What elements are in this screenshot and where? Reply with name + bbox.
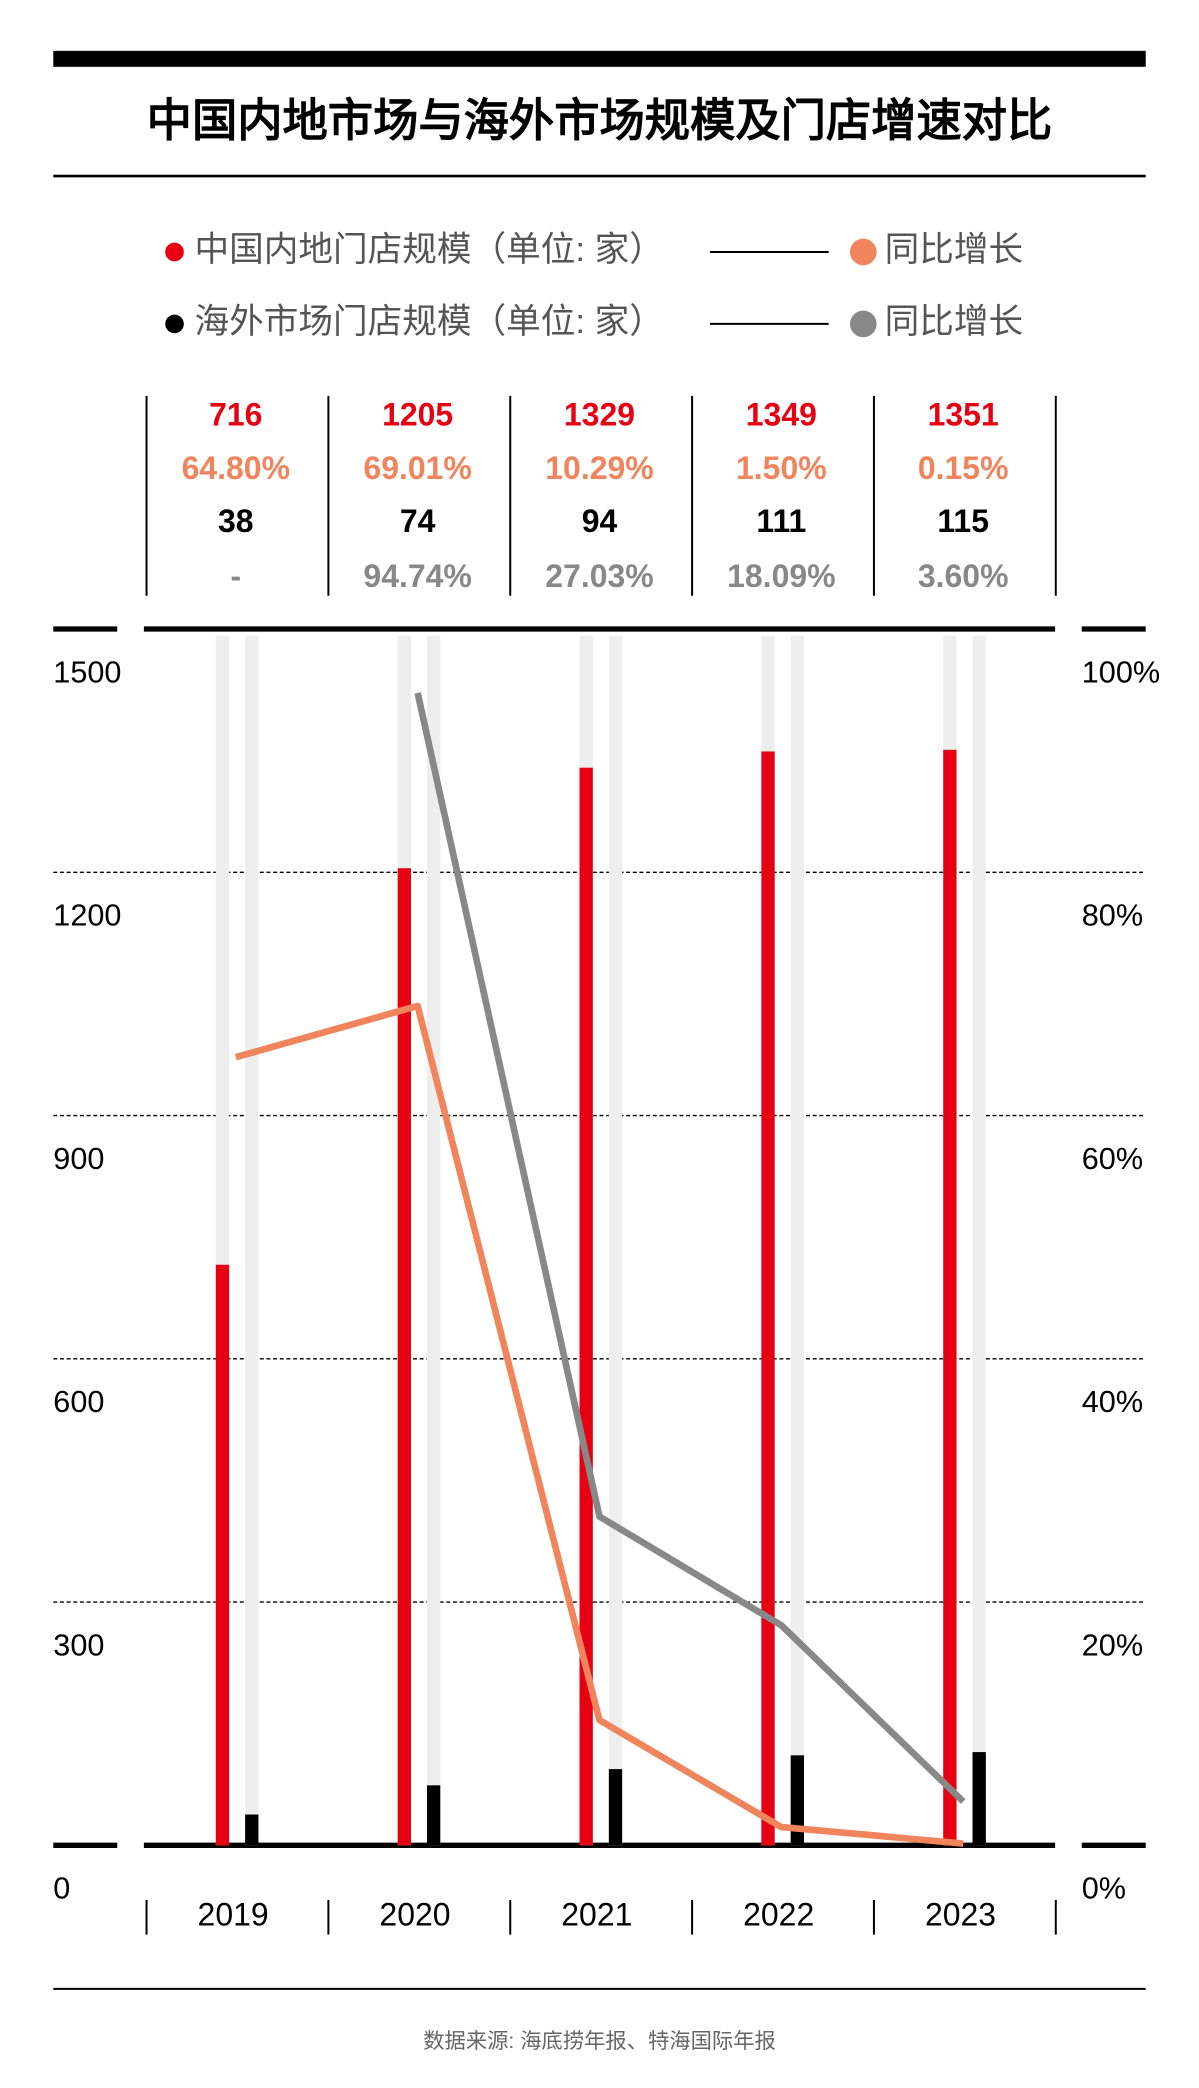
table-value: 10.29%	[545, 450, 653, 486]
table-value: 111	[756, 503, 806, 539]
table-value: 1349	[746, 397, 817, 433]
bar	[245, 1814, 259, 1846]
bar	[397, 868, 411, 1846]
line	[234, 1002, 964, 1847]
table-value: 94	[582, 503, 618, 539]
table-value: 69.01%	[363, 450, 471, 486]
bar-track	[426, 635, 441, 1846]
table-value: 716	[209, 397, 262, 433]
table-value: 94.74%	[363, 558, 471, 594]
table-value: 1351	[928, 397, 999, 433]
y-tick-label: 0	[53, 1872, 70, 1906]
y-tick-label: 1500	[53, 655, 121, 689]
y2-tick-label: 20%	[1082, 1628, 1143, 1662]
y-tick-label: 600	[53, 1385, 104, 1419]
y2-tick-label: 40%	[1082, 1385, 1143, 1419]
table-value: 18.09%	[727, 558, 835, 594]
bar-track	[972, 635, 986, 1846]
table-value: 0.15%	[918, 450, 1009, 486]
bar	[426, 1785, 441, 1846]
chart-title: 中国内地市场与海外市场规模及门店增速对比	[147, 95, 1053, 146]
y-tick-label: 300	[53, 1628, 104, 1662]
legend-dot	[849, 310, 877, 338]
bar	[608, 1769, 623, 1846]
x-tick-label: 2022	[743, 1897, 814, 1933]
bar	[579, 767, 593, 1846]
legend-label: 海外市场门店规模（单位: 家）	[195, 303, 664, 341]
bar	[215, 1264, 230, 1846]
line	[414, 692, 966, 1804]
bar	[972, 1752, 986, 1846]
top-rule	[53, 50, 1146, 67]
legend-label: 同比增长	[885, 303, 1024, 341]
y2-tick-label: 80%	[1082, 899, 1143, 933]
table-value: 74	[400, 503, 436, 539]
table-value: 27.03%	[545, 558, 653, 594]
bar	[761, 751, 775, 1846]
bar-track	[790, 635, 804, 1846]
bar-track	[245, 635, 259, 1846]
y2-tick-label: 100%	[1082, 655, 1160, 689]
title-rule	[53, 174, 1146, 178]
table-value: 115	[937, 503, 989, 539]
bar	[943, 749, 957, 1846]
legend-dot	[849, 238, 877, 266]
table-value: 3.60%	[918, 558, 1009, 594]
table-value: -	[230, 558, 241, 594]
x-tick-label: 2019	[198, 1897, 269, 1933]
table-value: 1329	[564, 397, 635, 433]
footer-rule	[53, 1987, 1146, 1990]
legend-label: 同比增长	[885, 231, 1024, 269]
x-tick-label: 2020	[379, 1897, 450, 1933]
y-tick-label: 1200	[53, 899, 121, 933]
table-value: 1205	[382, 397, 453, 433]
y-tick-label: 900	[53, 1142, 104, 1176]
legend-dot	[165, 242, 184, 262]
legend-dot	[165, 314, 184, 334]
bar	[790, 1755, 804, 1846]
source: 数据来源: 海底捞年报、特海国际年报	[423, 2029, 776, 2053]
legend-label: 中国内地门店规模（单位: 家）	[195, 231, 664, 269]
y2-tick-label: 0%	[1082, 1872, 1126, 1906]
x-tick-label: 2023	[925, 1897, 996, 1933]
table-value: 64.80%	[182, 450, 290, 486]
table-value: 38	[218, 503, 254, 539]
table-value: 1.50%	[736, 450, 827, 486]
y2-tick-label: 60%	[1082, 1142, 1143, 1176]
bar-track	[608, 635, 623, 1846]
x-tick-label: 2021	[561, 1897, 632, 1933]
